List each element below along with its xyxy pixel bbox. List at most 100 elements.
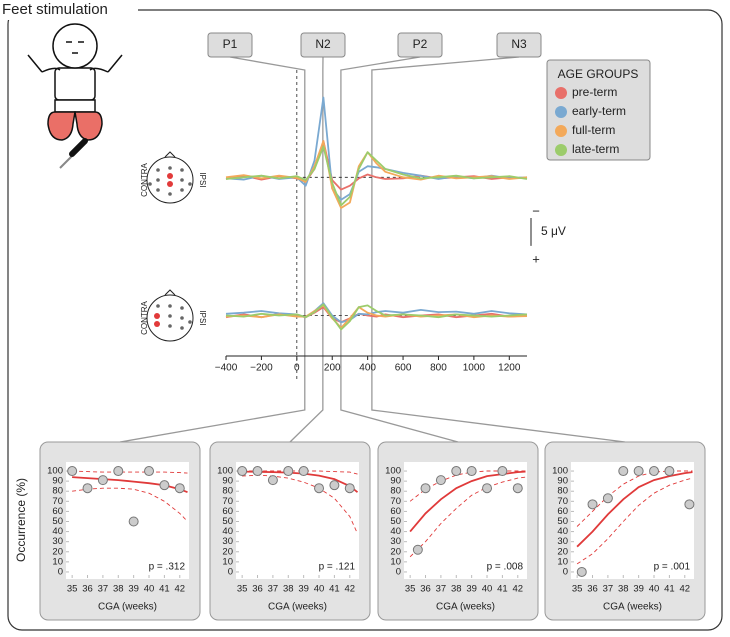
y-tick-label: 90: [557, 476, 568, 487]
x-axis-title: CGA (weeks): [98, 602, 157, 613]
x-tick-label: 37: [603, 584, 614, 595]
legend-marker: [555, 106, 567, 118]
y-tick-label: 100: [47, 466, 63, 477]
y-tick-label: 60: [222, 506, 233, 517]
y-tick-label: 40: [222, 526, 233, 537]
electrode-dots: [148, 166, 192, 330]
component-box: [207, 32, 253, 58]
x-tick-label: 400: [359, 363, 376, 374]
data-point: [633, 466, 644, 477]
y-tick-label: 60: [390, 506, 401, 517]
data-point: [664, 466, 675, 477]
y-tick-label: 20: [390, 546, 401, 557]
scale-bar-bottom: +: [532, 251, 540, 266]
data-point: [237, 466, 248, 477]
y-tick-label: 80: [390, 486, 401, 497]
data-point: [298, 466, 309, 477]
legend-marker: [555, 87, 567, 99]
legend-label: pre-term: [572, 85, 617, 99]
ipsi-label: IPSI: [198, 172, 207, 187]
data-point: [466, 466, 477, 477]
p-value: p = .008: [487, 562, 524, 573]
x-tick-label: 38: [113, 584, 124, 595]
x-tick-label: 35: [67, 584, 78, 595]
infant-icon: [27, 23, 123, 169]
fit-line: [72, 476, 188, 494]
x-tick-label: 35: [572, 584, 583, 595]
x-tick-label: 41: [329, 584, 340, 595]
y-tick-label: 10: [222, 556, 233, 567]
component-label: P1: [223, 37, 238, 51]
x-axis-title: CGA (weeks): [268, 602, 327, 613]
y-tick-label: 0: [396, 566, 401, 577]
y-tick-label: 60: [557, 506, 568, 517]
ipsi-label: IPSI: [198, 310, 207, 325]
x-tick-label: 40: [144, 584, 155, 595]
x-tick-label: −400: [215, 363, 238, 374]
y-tick-label: 50: [390, 516, 401, 527]
y-tick-label: 80: [52, 486, 63, 497]
data-point: [482, 483, 493, 494]
data-point: [283, 466, 294, 477]
y-tick-label: 30: [557, 536, 568, 547]
component-label: P2: [413, 37, 428, 51]
x-tick-label: 42: [174, 584, 185, 595]
y-tick-label: 30: [52, 536, 63, 547]
y-tick-label: 10: [52, 556, 63, 567]
figure-title: Feet stimulation: [2, 1, 108, 18]
p-value: p = .312: [149, 562, 186, 573]
legend-marker: [555, 125, 567, 137]
erp-trace: [225, 145, 528, 207]
x-tick-label: 0: [294, 363, 300, 374]
y-tick-label: 90: [52, 476, 63, 487]
y-tick-label: 0: [228, 566, 233, 577]
data-point: [684, 499, 695, 510]
data-point: [576, 566, 587, 577]
data-point: [252, 466, 263, 477]
data-point: [267, 475, 278, 486]
x-tick-label: 40: [649, 584, 660, 595]
x-tick-label: 39: [466, 584, 477, 595]
x-tick-label: 42: [512, 584, 523, 595]
data-point: [159, 480, 170, 491]
contra-label: CONTRA: [140, 300, 149, 334]
x-tick-label: 36: [587, 584, 598, 595]
y-tick-label: 20: [557, 546, 568, 557]
y-axis-title: Occurrence (%): [14, 478, 28, 562]
component-label: N3: [511, 37, 527, 51]
legend-label: full-term: [572, 123, 615, 137]
x-tick-label: 35: [237, 584, 248, 595]
fit-line: [409, 470, 526, 533]
x-tick-label: 37: [268, 584, 279, 595]
x-tick-label: 200: [324, 363, 341, 374]
legend-box: [546, 59, 651, 161]
component-leader: [119, 56, 306, 443]
x-tick-label: 42: [679, 584, 690, 595]
legend-title: AGE GROUPS: [558, 67, 639, 81]
x-tick-label: 35: [405, 584, 416, 595]
x-tick-label: 37: [436, 584, 447, 595]
p-value: p = .001: [654, 562, 691, 573]
x-tick-label: 38: [451, 584, 462, 595]
y-tick-label: 100: [385, 466, 401, 477]
y-tick-label: 90: [222, 476, 233, 487]
x-tick-label: 40: [314, 584, 325, 595]
y-tick-label: 0: [563, 566, 568, 577]
y-tick-label: 90: [390, 476, 401, 487]
data-point: [113, 466, 124, 477]
y-tick-label: 40: [390, 526, 401, 537]
component-box: [496, 32, 542, 58]
ci-lower: [72, 487, 188, 522]
y-tick-label: 10: [557, 556, 568, 567]
x-tick-label: 39: [128, 584, 139, 595]
y-tick-label: 10: [390, 556, 401, 567]
x-tick-label: 39: [633, 584, 644, 595]
component-leader: [371, 56, 626, 443]
y-tick-label: 20: [52, 546, 63, 557]
p-value: p = .121: [319, 562, 356, 573]
data-point: [82, 483, 93, 494]
data-point: [497, 466, 508, 477]
y-tick-label: 50: [52, 516, 63, 527]
y-tick-label: 50: [222, 516, 233, 527]
fit-line: [576, 471, 693, 548]
